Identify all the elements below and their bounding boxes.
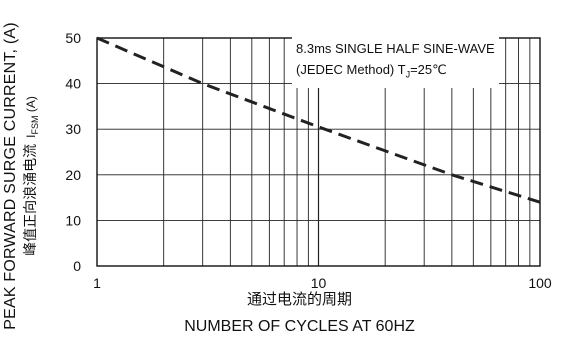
y-axis-title-en: PEAK FORWARD SURGE CURRENT, (A): [1, 22, 19, 330]
note-line-2-tail: =25℃: [410, 62, 447, 77]
y-axis-ticks: 0 10 20 30 40 50: [65, 30, 81, 274]
y-axis-title-symbol: IFSM (A): [23, 96, 41, 138]
y-tick-label: 30: [65, 121, 81, 137]
y-tick-label: 50: [65, 30, 81, 46]
ifsm-subscript: FSM: [30, 115, 41, 135]
note-line-2: (JEDEC Method) TJ=25℃: [296, 59, 495, 86]
note-line-1: 8.3ms SINGLE HALF SINE-WAVE: [296, 41, 495, 56]
x-tick-label: 100: [528, 275, 552, 291]
y-axis-title-cn-text: 峰值正向浪涌电流: [21, 143, 38, 256]
y-axis-title-cn: 峰值正向浪涌电流 IFSM (A): [20, 22, 40, 330]
x-axis-title-en: NUMBER OF CYCLES AT 60HZ: [184, 318, 415, 335]
note-line-2-sub: J: [405, 69, 411, 80]
y-tick-label: 20: [65, 167, 81, 183]
series-layer: [96, 36, 541, 204]
x-tick-label: 1: [93, 275, 101, 291]
ifsm-symbol: I: [23, 134, 38, 138]
x-tick-label: 10: [311, 275, 327, 291]
note-line-2-text: (JEDEC Method) T: [296, 62, 406, 77]
y-tick-label: 40: [65, 76, 81, 92]
y-tick-label: 10: [65, 212, 81, 228]
y-tick-label: 0: [73, 258, 81, 274]
test-condition-note: 8.3ms SINGLE HALF SINE-WAVE (JEDEC Metho…: [292, 36, 499, 88]
x-axis-title-cn: 通过电流的周期: [246, 291, 352, 308]
series-line-0: [96, 36, 541, 204]
ifsm-unit: (A): [23, 96, 38, 116]
x-axis-ticks: 1 10 100: [93, 275, 552, 291]
